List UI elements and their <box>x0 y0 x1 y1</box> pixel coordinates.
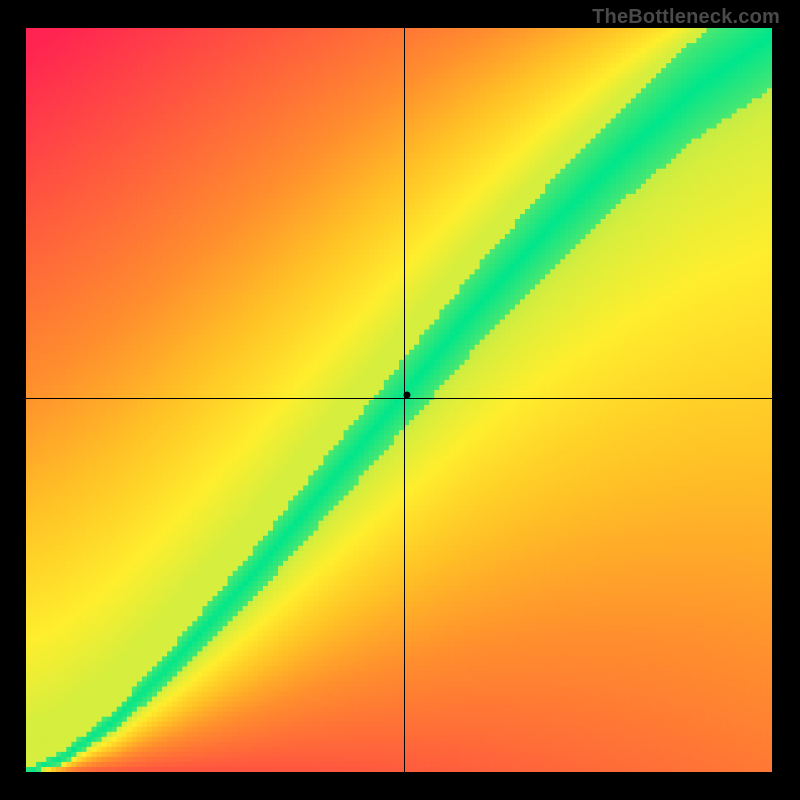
bottleneck-heatmap <box>26 28 772 772</box>
watermark-text: TheBottleneck.com <box>592 6 780 29</box>
crosshair-vertical <box>404 28 405 772</box>
crosshair-horizontal <box>26 398 772 399</box>
crosshair-marker-dot <box>404 391 411 398</box>
